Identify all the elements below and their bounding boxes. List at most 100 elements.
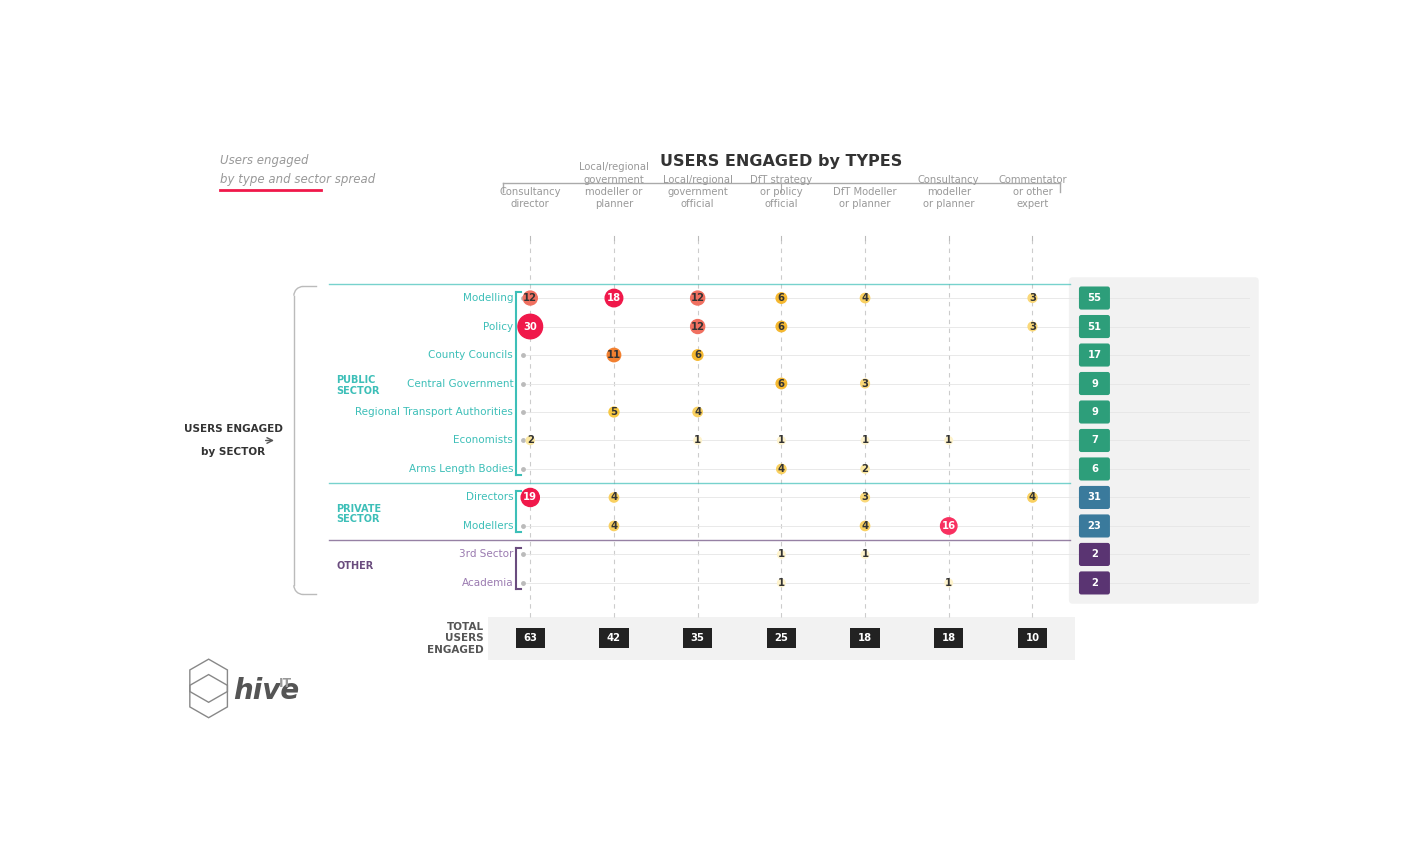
Text: Arms Length Bodies: Arms Length Bodies <box>409 464 513 474</box>
Text: 42: 42 <box>607 633 621 643</box>
Text: 35: 35 <box>691 633 705 643</box>
Text: 1: 1 <box>861 436 868 446</box>
Text: Directors: Directors <box>466 493 513 502</box>
Text: 1: 1 <box>945 578 952 588</box>
Text: hive: hive <box>233 677 300 705</box>
FancyBboxPatch shape <box>1079 458 1110 480</box>
Circle shape <box>945 579 952 587</box>
Text: 3: 3 <box>1029 321 1036 331</box>
Text: 1: 1 <box>945 436 952 446</box>
Text: SECTOR: SECTOR <box>337 515 379 525</box>
FancyBboxPatch shape <box>1079 429 1110 452</box>
Circle shape <box>523 291 537 305</box>
Text: 4: 4 <box>777 464 784 474</box>
Text: 2: 2 <box>527 436 534 446</box>
Circle shape <box>610 407 620 417</box>
Circle shape <box>777 464 786 473</box>
Text: Local/regional
government
modeller or
planner: Local/regional government modeller or pl… <box>578 162 649 209</box>
Circle shape <box>610 521 618 531</box>
Text: Local/regional
government
official: Local/regional government official <box>662 175 733 209</box>
Circle shape <box>517 315 543 339</box>
Text: 1: 1 <box>777 578 784 588</box>
Circle shape <box>945 436 952 444</box>
Text: Central Government: Central Government <box>406 378 513 389</box>
Text: 2: 2 <box>1091 549 1098 559</box>
Text: 10: 10 <box>1026 633 1039 643</box>
Text: 23: 23 <box>1087 521 1101 531</box>
Text: 2: 2 <box>861 464 868 474</box>
Text: 18: 18 <box>858 633 872 643</box>
Circle shape <box>861 465 870 473</box>
Text: 4: 4 <box>861 293 868 303</box>
Text: 7: 7 <box>1091 436 1098 446</box>
Text: 16: 16 <box>942 521 956 531</box>
Text: TOTAL
USERS
ENGAGED: TOTAL USERS ENGAGED <box>428 621 483 655</box>
FancyBboxPatch shape <box>1079 571 1110 595</box>
Text: 1: 1 <box>861 549 868 559</box>
Text: 6: 6 <box>777 293 784 303</box>
Text: 4: 4 <box>861 521 868 531</box>
Text: Users engaged: Users engaged <box>220 154 308 167</box>
Circle shape <box>860 521 870 531</box>
Text: 9: 9 <box>1091 407 1098 417</box>
Circle shape <box>861 436 868 444</box>
Text: Consultancy
modeller
or planner: Consultancy modeller or planner <box>918 175 979 209</box>
Text: 6: 6 <box>1091 464 1098 474</box>
Text: 4: 4 <box>611 493 618 502</box>
FancyBboxPatch shape <box>1069 278 1259 604</box>
Text: Consultancy
director: Consultancy director <box>500 187 561 209</box>
FancyBboxPatch shape <box>1079 515 1110 537</box>
Text: IT: IT <box>279 676 291 690</box>
Text: 30: 30 <box>523 321 537 331</box>
Text: 1: 1 <box>693 436 701 446</box>
Text: USERS ENGAGED: USERS ENGAGED <box>183 425 283 434</box>
Text: 3: 3 <box>861 378 868 389</box>
Text: 17: 17 <box>1087 350 1101 360</box>
Text: Commentator
or other
expert: Commentator or other expert <box>998 175 1067 209</box>
Text: USERS ENGAGED by TYPES: USERS ENGAGED by TYPES <box>661 154 902 169</box>
Text: Academia: Academia <box>462 578 513 588</box>
Circle shape <box>526 436 534 445</box>
Circle shape <box>522 489 540 506</box>
Circle shape <box>861 379 870 388</box>
Text: 31: 31 <box>1087 493 1101 502</box>
Text: Modelling: Modelling <box>463 293 513 303</box>
Circle shape <box>1027 294 1037 303</box>
Text: 11: 11 <box>607 350 621 360</box>
Text: 25: 25 <box>774 633 789 643</box>
FancyBboxPatch shape <box>850 628 880 648</box>
Text: 3: 3 <box>861 493 868 502</box>
Text: 55: 55 <box>1087 293 1101 303</box>
FancyBboxPatch shape <box>1079 372 1110 395</box>
FancyBboxPatch shape <box>1079 287 1110 309</box>
Text: 4: 4 <box>1029 493 1036 502</box>
Text: 2: 2 <box>1091 578 1098 588</box>
Text: SECTOR: SECTOR <box>337 386 379 396</box>
Text: 18: 18 <box>607 293 621 303</box>
Circle shape <box>693 436 702 444</box>
Text: PUBLIC: PUBLIC <box>337 375 377 385</box>
FancyBboxPatch shape <box>487 616 1076 660</box>
FancyBboxPatch shape <box>1079 543 1110 566</box>
Text: 12: 12 <box>691 321 705 331</box>
Circle shape <box>776 321 787 331</box>
Circle shape <box>691 320 705 334</box>
Text: 51: 51 <box>1087 321 1101 331</box>
Circle shape <box>861 493 870 502</box>
FancyBboxPatch shape <box>1017 628 1047 648</box>
Circle shape <box>777 579 786 587</box>
Circle shape <box>1027 322 1037 331</box>
Circle shape <box>692 350 703 360</box>
Text: DfT strategy
or policy
official: DfT strategy or policy official <box>750 175 813 209</box>
Circle shape <box>610 493 618 502</box>
Circle shape <box>941 518 956 534</box>
Circle shape <box>607 348 621 362</box>
Circle shape <box>693 407 702 416</box>
Text: 12: 12 <box>691 293 705 303</box>
Text: 1: 1 <box>777 549 784 559</box>
Text: 18: 18 <box>942 633 956 643</box>
FancyBboxPatch shape <box>516 628 546 648</box>
Circle shape <box>776 293 787 304</box>
Circle shape <box>777 551 786 558</box>
Circle shape <box>605 289 622 307</box>
